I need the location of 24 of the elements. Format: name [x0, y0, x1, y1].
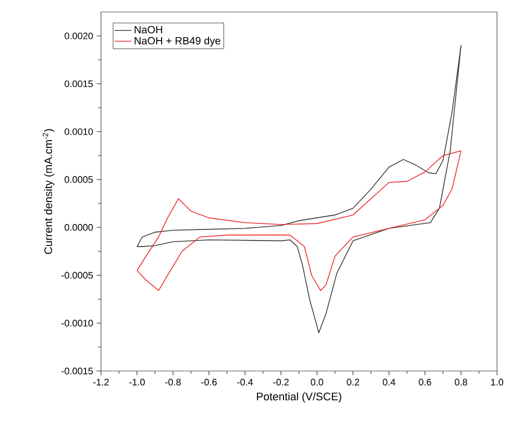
x-tick-label: -0.2	[273, 378, 289, 386]
x-tick-label: 0.4	[382, 378, 396, 386]
legend-label: NaOH	[134, 26, 162, 34]
y-tick-label: 0.0005	[64, 176, 93, 183]
x-tick-label: 0.0	[310, 378, 324, 386]
x-tick-label: -1.2	[93, 378, 109, 386]
legend-label: NaOH + RB49 dye	[134, 36, 220, 46]
x-tick-label: 0.8	[454, 378, 468, 386]
y-tick-label: -0.0015	[62, 368, 93, 374]
y-tick-label: 0.0020	[64, 32, 93, 40]
x-tick-label: -0.4	[237, 378, 253, 386]
y-tick-label: 0.0015	[64, 80, 93, 88]
y-tick-label: -0.0010	[62, 320, 93, 326]
y-axis-title: Current density (mA.cm$^{-2}$)	[42, 129, 54, 254]
y-tick-label: -0.0005	[62, 272, 93, 279]
x-tick-label: 1.0	[491, 378, 504, 386]
x-axis-title: Potential (V/SCE)	[256, 392, 342, 403]
y-tick-label: 0.0000	[64, 224, 93, 231]
x-tick-label: 0.2	[346, 378, 360, 386]
x-tick-label: -1.0	[129, 378, 145, 386]
y-tick-label: 0.0010	[64, 128, 93, 136]
x-tick-label: -0.6	[201, 378, 217, 386]
x-tick-label: -0.8	[165, 378, 181, 386]
x-tick-label: 0.6	[418, 378, 432, 386]
